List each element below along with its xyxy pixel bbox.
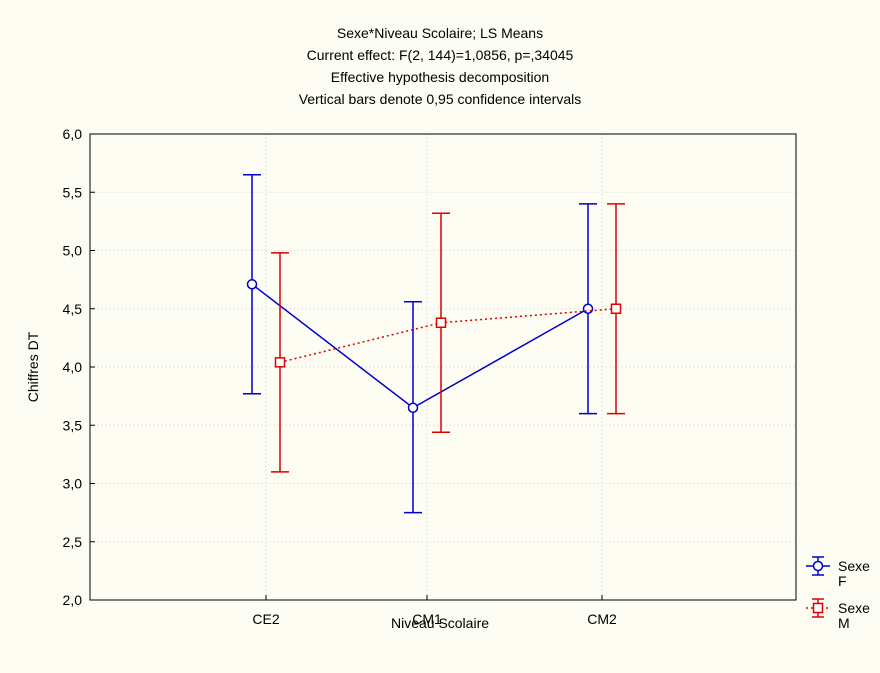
legend-label-level: F (838, 573, 847, 589)
title-line-1: Sexe*Niveau Scolaire; LS Means (337, 25, 543, 41)
data-point (407, 402, 419, 414)
x-tick-label: CM1 (412, 611, 442, 627)
x-axis-ticks: CE2 CM1 CM2 (252, 595, 617, 627)
series-f (243, 174, 597, 514)
y-tick-label: 5,0 (63, 243, 83, 259)
y-tick-label: 2,0 (63, 592, 83, 608)
legend-marker (812, 602, 824, 614)
series-m (271, 203, 625, 473)
data-point (246, 279, 258, 290)
chart-title: Sexe*Niveau Scolaire; LS Means Current e… (299, 25, 582, 107)
series-line (279, 308, 617, 364)
y-tick-label: 5,5 (63, 184, 83, 200)
y-tick-label: 6,0 (63, 126, 83, 142)
y-axis-title: Chiffres DT (25, 331, 41, 402)
title-line-4: Vertical bars denote 0,95 confidence int… (299, 91, 582, 107)
y-tick-label: 4,5 (63, 301, 83, 317)
legend-label: Sexe (838, 558, 870, 574)
x-tick-label: CE2 (252, 611, 279, 627)
y-tick-label: 4,0 (63, 359, 83, 375)
data-point (274, 357, 286, 368)
legend-label: Sexe (838, 600, 870, 616)
series-layer (243, 174, 625, 514)
y-tick-label: 3,5 (63, 417, 83, 433)
y-axis-ticks: 2,0 2,5 3,0 3,5 4,0 4,5 5,0 5,5 6,0 (63, 126, 95, 608)
y-tick-label: 2,5 (63, 534, 83, 550)
legend-label-level: M (838, 615, 850, 631)
legend-marker (812, 560, 824, 572)
title-line-2: Current effect: F(2, 144)=1,0856, p=,340… (307, 47, 574, 63)
y-tick-label: 3,0 (63, 476, 83, 492)
gridlines (90, 134, 796, 600)
x-tick-label: CM2 (587, 611, 617, 627)
data-point (435, 317, 447, 328)
series-line (251, 283, 589, 409)
title-line-3: Effective hypothesis decomposition (331, 69, 549, 85)
data-point (610, 303, 622, 314)
x-axis-title: Niveau Scolaire (391, 615, 489, 631)
